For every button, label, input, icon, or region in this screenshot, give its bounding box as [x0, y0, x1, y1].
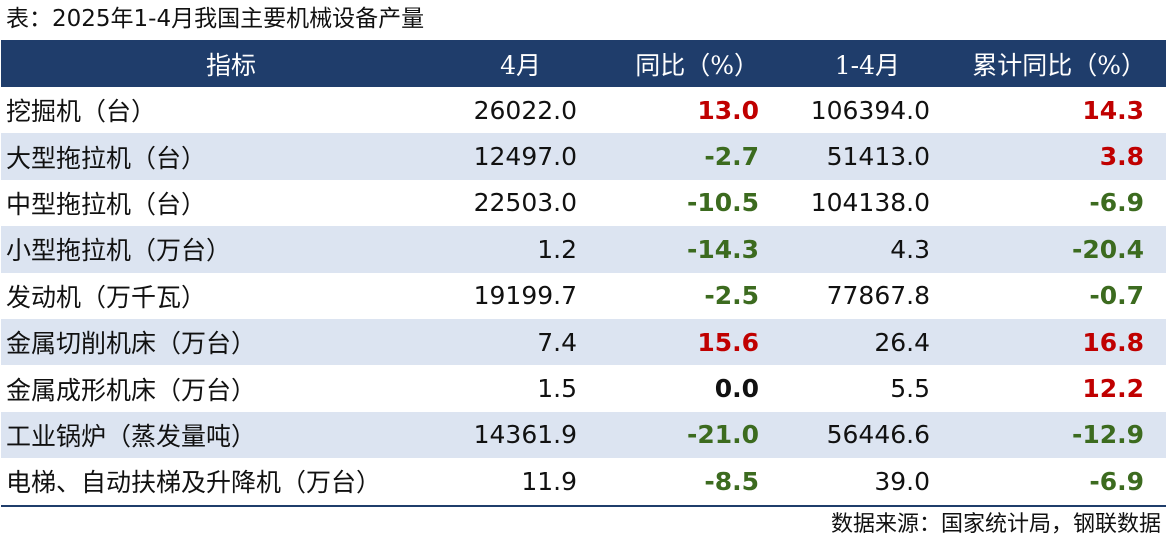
- header-jan-apr: 1-4月: [834, 50, 900, 80]
- header-april: 4月: [500, 50, 541, 80]
- row-yoy: 13.0: [697, 95, 759, 125]
- row-cumulative-yoy: -6.9: [1089, 188, 1144, 218]
- table-caption: 表：2025年1-4月我国主要机械设备产量: [6, 6, 425, 32]
- table-row: 小型拖拉机（万台） 1.2 -14.3 4.3 -20.4: [1, 226, 1166, 273]
- row-name: 金属成形机床（万台）: [6, 375, 257, 405]
- production-table: 指标 4月 同比（%） 1-4月 累计同比（%） 挖掘机（台） 26022.0 …: [1, 40, 1166, 505]
- row-jan-apr: 39.0: [874, 466, 930, 496]
- table-header-row: 指标 4月 同比（%） 1-4月 累计同比（%）: [1, 40, 1166, 87]
- row-april: 19199.7: [473, 281, 577, 311]
- row-jan-apr: 77867.8: [826, 281, 930, 311]
- table-row: 中型拖拉机（台） 22503.0 -10.5 104138.0 -6.9: [1, 180, 1166, 226]
- row-name: 金属切削机床（万台）: [6, 329, 257, 359]
- row-name: 发动机（万千瓦）: [6, 282, 207, 312]
- row-cumulative-yoy: -12.9: [1071, 420, 1144, 450]
- row-name: 中型拖拉机（台）: [6, 189, 207, 219]
- row-cumulative-yoy: 14.3: [1082, 95, 1144, 125]
- row-cumulative-yoy: 3.8: [1099, 142, 1144, 172]
- row-yoy: -2.5: [704, 281, 759, 311]
- row-jan-apr: 106394.0: [810, 95, 930, 125]
- table-row: 金属切削机床（万台） 7.4 15.6 26.4 16.8: [1, 318, 1166, 366]
- row-yoy: -14.3: [686, 234, 759, 264]
- header-indicator: 指标: [205, 50, 256, 80]
- row-april: 12497.0: [473, 142, 577, 172]
- table-bottom-rule: [1, 505, 1166, 507]
- row-name: 电梯、自动扶梯及升降机（万台）: [6, 468, 382, 498]
- row-april: 26022.0: [473, 95, 577, 125]
- table-body: 挖掘机（台） 26022.0 13.0 106394.0 14.3 大型拖拉机（…: [1, 87, 1166, 505]
- row-jan-apr: 4.3: [890, 234, 930, 264]
- row-cumulative-yoy: -20.4: [1071, 234, 1144, 264]
- row-jan-apr: 51413.0: [826, 142, 930, 172]
- row-yoy: -10.5: [686, 188, 759, 218]
- row-april: 7.4: [537, 327, 577, 357]
- row-yoy: -2.7: [704, 142, 759, 172]
- table-row: 电梯、自动扶梯及升降机（万台） 11.9 -8.5 39.0 -6.9: [1, 458, 1166, 504]
- row-cumulative-yoy: 16.8: [1082, 327, 1144, 357]
- row-cumulative-yoy: -6.9: [1089, 466, 1144, 496]
- row-jan-apr: 26.4: [874, 327, 930, 357]
- table-row: 发动机（万千瓦） 19199.7 -2.5 77867.8 -0.7: [1, 273, 1166, 319]
- source-note: 数据来源：国家统计局，钢联数据: [830, 512, 1161, 537]
- row-cumulative-yoy: -0.7: [1089, 281, 1144, 311]
- row-yoy: 15.6: [697, 327, 759, 357]
- row-yoy: -21.0: [686, 420, 759, 450]
- row-april: 11.9: [521, 466, 577, 496]
- row-jan-apr: 5.5: [890, 374, 930, 404]
- row-april: 1.2: [537, 234, 577, 264]
- row-name: 挖掘机（台）: [6, 97, 157, 127]
- table-row: 挖掘机（台） 26022.0 13.0 106394.0 14.3: [1, 87, 1166, 133]
- row-yoy: -8.5: [704, 466, 759, 496]
- header-cumulative-yoy: 累计同比（%）: [972, 50, 1146, 80]
- table-row: 金属成形机床（万台） 1.5 0.0 5.5 12.2: [1, 365, 1166, 411]
- row-yoy: 0.0: [714, 374, 759, 404]
- row-jan-apr: 56446.6: [826, 420, 930, 450]
- row-april: 1.5: [537, 374, 577, 404]
- header-yoy: 同比（%）: [635, 50, 759, 80]
- row-name: 小型拖拉机（万台）: [6, 236, 232, 266]
- row-jan-apr: 104138.0: [810, 188, 930, 218]
- row-cumulative-yoy: 12.2: [1082, 374, 1144, 404]
- row-april: 22503.0: [473, 188, 577, 218]
- row-name: 大型拖拉机（台）: [6, 143, 207, 173]
- row-name: 工业锅炉（蒸发量吨）: [6, 421, 257, 451]
- table-row: 大型拖拉机（台） 12497.0 -2.7 51413.0 3.8: [1, 133, 1166, 180]
- table-row: 工业锅炉（蒸发量吨） 14361.9 -21.0 56446.6 -12.9: [1, 411, 1166, 459]
- row-april: 14361.9: [473, 420, 577, 450]
